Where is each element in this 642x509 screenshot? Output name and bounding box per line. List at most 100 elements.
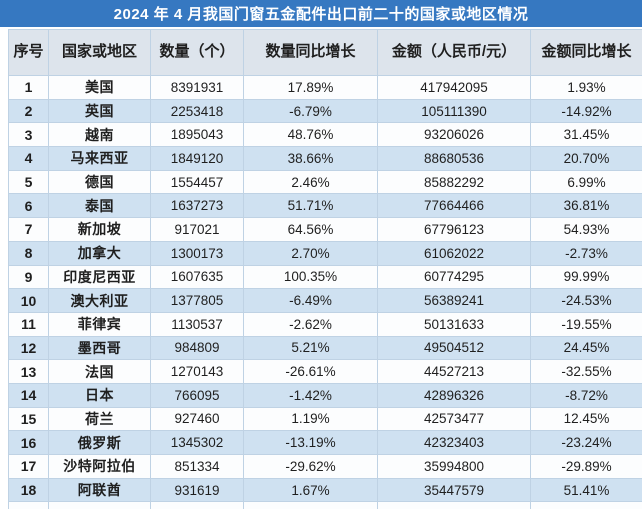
cell-quantity: 1300173 <box>150 240 244 266</box>
cell-quantity-yoy: -26.61% <box>243 359 378 384</box>
cell-quantity: 8391931 <box>150 75 244 100</box>
cell-amount: 49504512 <box>377 335 531 361</box>
cell-quantity-yoy: -29.62% <box>243 454 378 479</box>
cell-quantity: 1849120 <box>150 146 244 171</box>
cell-amount: 61062022 <box>377 240 531 266</box>
cell-country: 越南 <box>48 122 151 148</box>
cell-amount: 417942095 <box>377 75 531 100</box>
cell-quantity: 927460 <box>150 406 244 432</box>
cell-quantity-yoy: -6.79% <box>243 98 378 124</box>
cell-amount: 35994800 <box>377 454 531 479</box>
cell-quantity-yoy: -1.42% <box>243 382 378 408</box>
cell-quantity-yoy: 1.19% <box>243 406 378 432</box>
cell-country: 英国 <box>48 98 151 124</box>
cell-amount-yoy: 1.93% <box>530 75 642 100</box>
cell-amount-yoy: -24.53% <box>530 288 642 313</box>
table-row: 12 墨西哥 984809 5.21% 49504512 24.45% <box>8 335 642 361</box>
table-row: 14 日本 766095 -1.42% 42896326 -8.72% <box>8 382 642 408</box>
header-quantity-yoy: 数量同比增长 <box>243 29 378 76</box>
table-row: 5 德国 1554457 2.46% 85882292 6.99% <box>8 169 642 195</box>
cell-amount: 35447579 <box>377 477 531 503</box>
cell-amount-yoy: -23.24% <box>530 430 642 455</box>
table-row: 2 英国 2253418 -6.79% 105111390 -14.92% <box>8 98 642 124</box>
cell-country: 荷兰 <box>48 406 151 432</box>
cell-rank: 12 <box>8 335 49 361</box>
cell-rank: 3 <box>8 122 49 148</box>
cell-quantity-yoy: 38.66% <box>243 146 378 171</box>
cell-quantity-yoy: 2.70% <box>243 240 378 266</box>
cell-amount: 60774295 <box>377 264 531 290</box>
table-row: 9 印度尼西亚 1607635 100.35% 60774295 99.99% <box>8 264 642 290</box>
cell-quantity: 1554457 <box>150 169 244 195</box>
cell-quantity-yoy: -2.62% <box>243 311 378 337</box>
export-table: 序号 国家或地区 数量（个） 数量同比增长 金额（人民币/元） 金额同比增长 1… <box>8 29 642 509</box>
table-row: 1 美国 8391931 17.89% 417942095 1.93% <box>8 75 642 100</box>
table-row: 4 马来西亚 1849120 38.66% 88680536 20.70% <box>8 146 642 171</box>
cell-quantity-yoy: 51.71% <box>243 193 378 219</box>
cell-quantity: 1607635 <box>150 264 244 290</box>
cell-country: 墨西哥 <box>48 335 151 361</box>
cell-rank: 13 <box>8 359 49 384</box>
cell-amount-yoy: 6.99% <box>530 169 642 195</box>
cell-rank: 6 <box>8 193 49 219</box>
cell-quantity: 917021 <box>150 217 244 242</box>
cell-amount: 77664466 <box>377 193 531 219</box>
cell-amount-yoy: 24.45% <box>530 335 642 361</box>
cell-rank: 17 <box>8 454 49 479</box>
cell-country: 新加坡 <box>48 217 151 242</box>
table-row: 16 俄罗斯 1345302 -13.19% 42323403 -23.24% <box>8 430 642 455</box>
cell-country: 泰国 <box>48 193 151 219</box>
cell-amount-yoy: 36.81% <box>530 193 642 219</box>
cell-rank: 9 <box>8 264 49 290</box>
table-row: 3 越南 1895043 48.76% 93206026 31.45% <box>8 122 642 148</box>
cell-quantity-yoy: 100.35% <box>243 264 378 290</box>
cell-quantity: 1130537 <box>150 311 244 337</box>
cell-quantity: 766095 <box>150 382 244 408</box>
cell-quantity: 1895043 <box>150 122 244 148</box>
table-row: 18 阿联酋 931619 1.67% 35447579 51.41% <box>8 477 642 503</box>
cell-quantity-yoy: 2.46% <box>243 169 378 195</box>
cell-rank: 11 <box>8 311 49 337</box>
cell-quantity: 1345302 <box>150 430 244 455</box>
cell-quantity-yoy: 5.21% <box>243 335 378 361</box>
cell-amount-yoy: 99.99% <box>530 264 642 290</box>
cell-rank: 14 <box>8 382 49 408</box>
cell-amount: 42573477 <box>377 406 531 432</box>
cell-quantity-yoy: 17.89% <box>243 75 378 100</box>
cell-country: 沙特阿拉伯 <box>48 454 151 479</box>
header-amount-yoy: 金额同比增长 <box>530 29 642 76</box>
cell-amount-yoy: -32.55% <box>530 359 642 384</box>
cell-amount: 44527213 <box>377 359 531 384</box>
cell-quantity: 1377805 <box>150 288 244 313</box>
cell-amount-yoy: 31.45% <box>530 122 642 148</box>
cell-amount: 42896326 <box>377 382 531 408</box>
table-row: 6 泰国 1637273 51.71% 77664466 36.81% <box>8 193 642 219</box>
cell-country: 菲律宾 <box>48 311 151 337</box>
cell-rank: 15 <box>8 406 49 432</box>
cell-country: 马来西亚 <box>48 146 151 171</box>
cell-amount: 88680536 <box>377 146 531 171</box>
cell-country: 美国 <box>48 75 151 100</box>
cell-country: 德国 <box>48 169 151 195</box>
header-row: 序号 国家或地区 数量（个） 数量同比增长 金额（人民币/元） 金额同比增长 <box>8 29 642 76</box>
cell-amount-yoy: 54.93% <box>530 217 642 242</box>
cell-quantity: 1270143 <box>150 359 244 384</box>
cell-quantity: 984809 <box>150 335 244 361</box>
table-row: 13 法国 1270143 -26.61% 44527213 -32.55% <box>8 359 642 384</box>
cell-country: 日本 <box>48 382 151 408</box>
cell-rank: 8 <box>8 240 49 266</box>
table-row: 7 新加坡 917021 64.56% 67796123 54.93% <box>8 217 642 242</box>
cell-rank: 5 <box>8 169 49 195</box>
header-rank: 序号 <box>8 29 49 76</box>
cell-country: 俄罗斯 <box>48 430 151 455</box>
cell-country: 法国 <box>48 359 151 384</box>
cell-amount: 50131633 <box>377 311 531 337</box>
table-row: 17 沙特阿拉伯 851334 -29.62% 35994800 -29.89% <box>8 454 642 479</box>
cell-quantity: 851334 <box>150 454 244 479</box>
table-row-partial <box>8 501 642 509</box>
header-country: 国家或地区 <box>48 29 151 76</box>
table-row: 11 菲律宾 1130537 -2.62% 50131633 -19.55% <box>8 311 642 337</box>
cell-quantity-yoy: -13.19% <box>243 430 378 455</box>
cell-country: 印度尼西亚 <box>48 264 151 290</box>
